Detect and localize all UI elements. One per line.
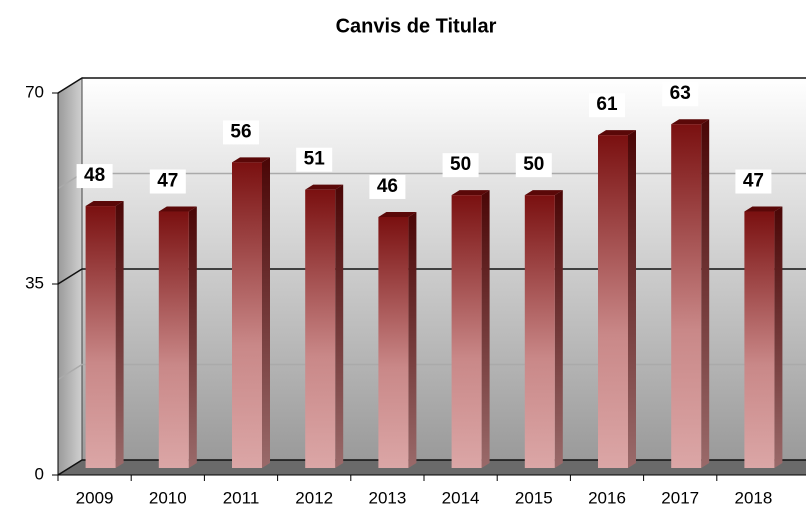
- bar: [524, 195, 555, 468]
- bar-side: [335, 184, 344, 468]
- value-label: 47: [157, 171, 178, 192]
- bar: [598, 135, 628, 468]
- value-label: 61: [596, 94, 618, 115]
- bar: [744, 211, 775, 468]
- x-tick-label: 2016: [588, 488, 626, 507]
- x-tick-label: 2012: [295, 488, 333, 507]
- bar-top: [451, 190, 490, 196]
- x-tick-label: 2009: [76, 488, 114, 507]
- bar-top: [671, 119, 710, 125]
- bar-top: [744, 206, 783, 212]
- value-label: 48: [84, 165, 105, 186]
- bar: [305, 189, 336, 468]
- x-tick-label: 2010: [149, 488, 187, 507]
- value-label: 46: [377, 176, 398, 197]
- x-tick-label: 2013: [368, 488, 406, 507]
- bar-side: [188, 206, 197, 468]
- bar-side: [262, 157, 270, 468]
- value-label-bg: [442, 153, 479, 178]
- grid-line: [57, 459, 806, 476]
- bar-side: [481, 190, 490, 468]
- value-label-bg: [296, 147, 333, 172]
- bar-top: [85, 201, 124, 207]
- value-label-bg: [662, 82, 699, 107]
- y-tick-label: 0: [35, 464, 44, 483]
- y-tick-label: 35: [25, 273, 44, 292]
- bar-top: [598, 130, 636, 136]
- bar-side: [774, 206, 783, 468]
- bar-side: [701, 119, 710, 468]
- bar: [158, 211, 189, 468]
- bar-top: [158, 206, 197, 212]
- value-label-bg: [735, 169, 772, 194]
- value-label: 63: [670, 83, 691, 104]
- value-label-bg: [515, 153, 552, 178]
- value-label: 50: [523, 154, 544, 175]
- value-label: 51: [304, 149, 326, 170]
- plot: 0 35 70 2009 48 2010 47 2011 56 2012 51 2013 46 2014 5…: [25, 77, 806, 507]
- bar-top: [232, 157, 270, 163]
- value-label-bg: [76, 164, 113, 189]
- chart-title: Canvis de Titular: [336, 15, 497, 37]
- bar: [671, 124, 702, 468]
- x-tick-label: 2014: [442, 488, 480, 507]
- value-label: 56: [230, 121, 251, 142]
- bar-side: [554, 190, 563, 468]
- value-label-bg: [369, 174, 406, 199]
- x-tick-label: 2018: [734, 488, 772, 507]
- grid-line: [57, 268, 806, 285]
- value-label-bg: [589, 93, 625, 118]
- bar-top: [378, 211, 417, 217]
- bar-side: [408, 211, 417, 468]
- minor-grid-line: [57, 363, 806, 381]
- value-label-bg: [223, 120, 259, 145]
- bar: [85, 206, 116, 469]
- bar-top: [524, 190, 563, 196]
- bar: [232, 162, 262, 468]
- x-tick-label: 2015: [515, 488, 553, 507]
- bar: [451, 195, 482, 468]
- bar-side: [115, 201, 124, 469]
- value-label-bg: [149, 169, 186, 194]
- value-label: 50: [450, 154, 471, 175]
- grid-line: [57, 77, 806, 94]
- bar: [378, 216, 409, 468]
- y-tick-label: 70: [25, 82, 44, 101]
- bar-side: [628, 130, 636, 468]
- value-label: 47: [743, 171, 764, 192]
- bar-top: [305, 184, 344, 190]
- x-tick-label: 2017: [661, 488, 699, 507]
- x-tick-label: 2011: [223, 488, 260, 507]
